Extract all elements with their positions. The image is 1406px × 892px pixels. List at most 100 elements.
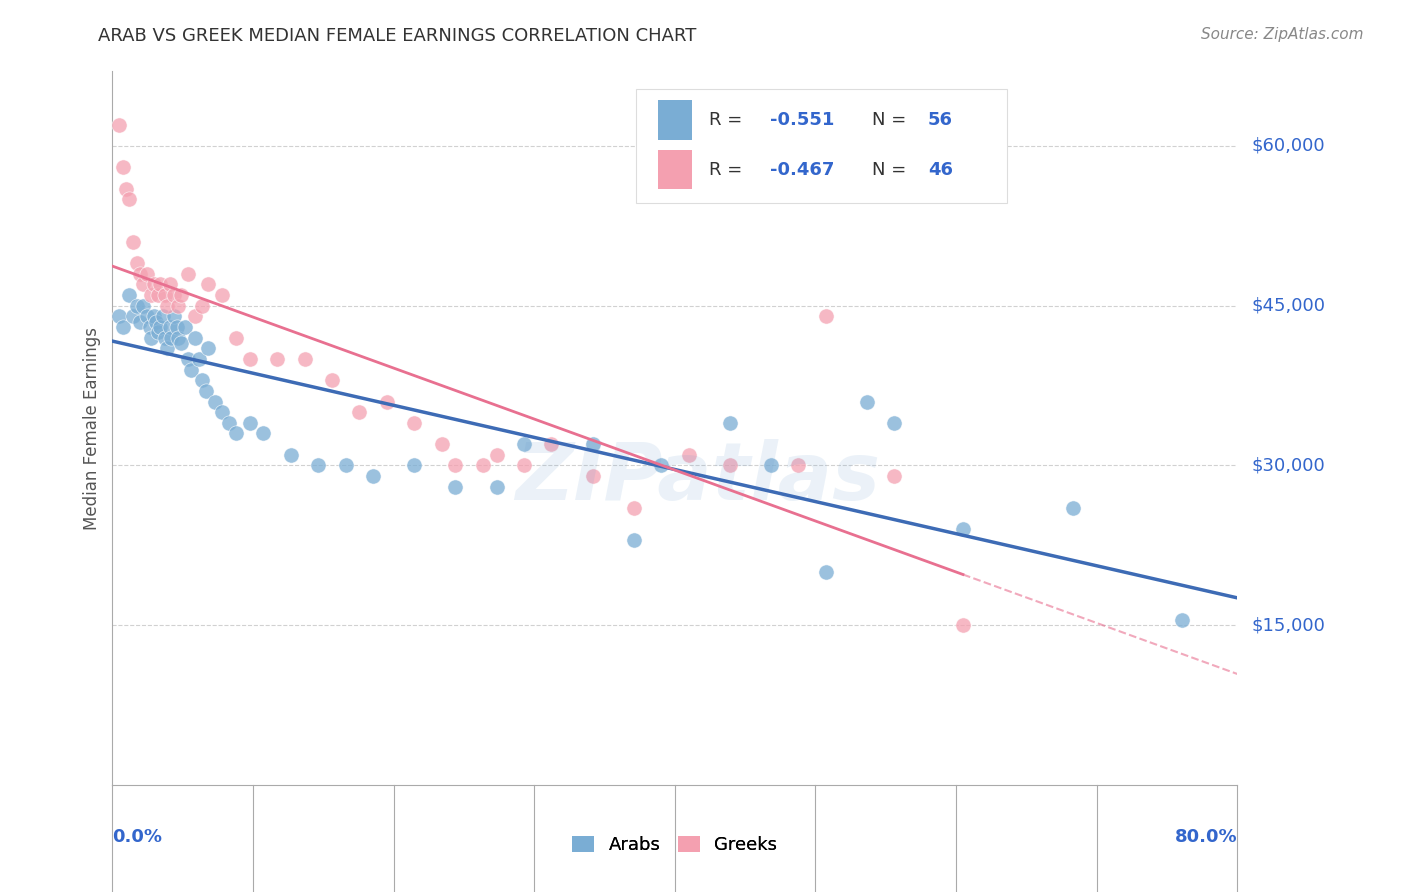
Point xyxy=(650,458,672,473)
Point xyxy=(153,331,176,345)
Point xyxy=(883,416,905,430)
Point xyxy=(156,299,179,313)
Point xyxy=(404,416,426,430)
Point xyxy=(167,331,190,345)
Point xyxy=(163,310,186,324)
Point xyxy=(952,618,974,632)
Point xyxy=(814,565,837,579)
Point xyxy=(156,341,179,355)
Text: ZIPatlas: ZIPatlas xyxy=(515,439,880,517)
Text: $60,000: $60,000 xyxy=(1251,136,1324,155)
Point xyxy=(174,320,197,334)
Point xyxy=(444,480,467,494)
Point xyxy=(115,181,138,195)
Point xyxy=(177,351,200,366)
Point xyxy=(108,118,131,132)
Text: R =: R = xyxy=(709,161,748,178)
Point xyxy=(375,394,398,409)
Point xyxy=(361,469,384,483)
Point xyxy=(135,310,157,324)
Point xyxy=(180,362,202,376)
Text: N =: N = xyxy=(872,161,911,178)
Point xyxy=(952,522,974,536)
Point xyxy=(149,320,172,334)
Point xyxy=(540,437,562,451)
Point xyxy=(184,331,207,345)
Point xyxy=(122,235,145,249)
Point xyxy=(190,299,212,313)
Y-axis label: Median Female Earnings: Median Female Earnings xyxy=(83,326,101,530)
Point xyxy=(142,277,165,292)
Point xyxy=(159,277,181,292)
Point xyxy=(129,267,152,281)
Text: 0.0%: 0.0% xyxy=(112,828,163,846)
Point xyxy=(138,320,160,334)
Point xyxy=(139,331,162,345)
Text: -0.467: -0.467 xyxy=(770,161,835,178)
Point xyxy=(211,288,233,302)
Point xyxy=(321,373,343,387)
Point xyxy=(108,310,131,324)
Point xyxy=(152,310,174,324)
Point xyxy=(149,277,172,292)
Point xyxy=(197,341,219,355)
Point xyxy=(122,310,145,324)
Point xyxy=(112,160,135,174)
Point xyxy=(204,394,226,409)
Point xyxy=(485,480,508,494)
Point xyxy=(184,310,207,324)
Point xyxy=(718,458,741,473)
FancyBboxPatch shape xyxy=(636,89,1007,203)
Point xyxy=(197,277,219,292)
Point xyxy=(160,331,183,345)
Point xyxy=(404,458,426,473)
Text: ARAB VS GREEK MEDIAN FEMALE EARNINGS CORRELATION CHART: ARAB VS GREEK MEDIAN FEMALE EARNINGS COR… xyxy=(98,27,697,45)
Point xyxy=(194,384,217,398)
Point xyxy=(153,288,176,302)
Point xyxy=(883,469,905,483)
Point xyxy=(159,320,181,334)
Point xyxy=(131,299,153,313)
Point xyxy=(759,458,782,473)
Point xyxy=(280,448,302,462)
Point xyxy=(1062,501,1084,516)
Point xyxy=(225,426,247,441)
Point xyxy=(218,416,240,430)
Point xyxy=(1171,613,1194,627)
Point xyxy=(142,310,165,324)
Point xyxy=(856,394,879,409)
FancyBboxPatch shape xyxy=(658,150,692,189)
Point xyxy=(239,416,262,430)
Point xyxy=(471,458,494,473)
Point xyxy=(266,351,288,366)
Point xyxy=(513,437,536,451)
Point xyxy=(163,288,186,302)
Text: N =: N = xyxy=(872,111,911,128)
Point xyxy=(239,351,262,366)
Point xyxy=(129,315,152,329)
Point xyxy=(787,458,810,473)
Text: -0.551: -0.551 xyxy=(770,111,835,128)
Point xyxy=(190,373,212,387)
Point xyxy=(177,267,200,281)
Point xyxy=(225,331,247,345)
Legend: Arabs, Greeks: Arabs, Greeks xyxy=(572,836,778,855)
Point xyxy=(170,288,193,302)
Point xyxy=(167,299,190,313)
Point xyxy=(146,326,169,340)
Point xyxy=(623,501,645,516)
Point xyxy=(814,310,837,324)
Point xyxy=(581,469,603,483)
Point xyxy=(581,437,603,451)
Point xyxy=(135,267,157,281)
Point xyxy=(444,458,467,473)
Point xyxy=(127,256,149,270)
Point xyxy=(335,458,357,473)
Text: $45,000: $45,000 xyxy=(1251,297,1326,315)
Point xyxy=(430,437,453,451)
Point xyxy=(166,320,188,334)
Point xyxy=(118,192,141,206)
Text: $30,000: $30,000 xyxy=(1251,457,1324,475)
Point xyxy=(252,426,274,441)
Point xyxy=(294,351,316,366)
